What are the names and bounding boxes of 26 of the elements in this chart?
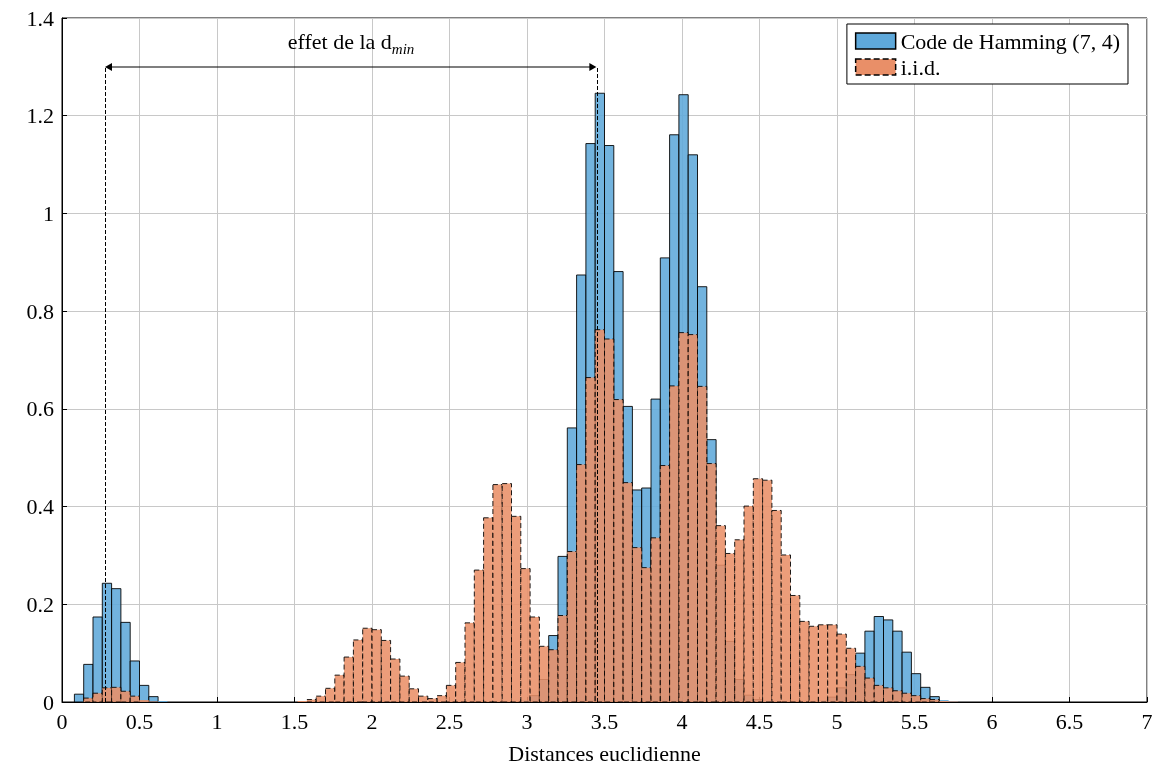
x-tick-label: 2.5 <box>435 708 464 734</box>
legend-label: i.i.d. <box>900 54 941 80</box>
annotation: effet de la d$_{min}$ <box>287 29 415 59</box>
y-tick-label: 0 <box>43 689 54 715</box>
x-tick-label: 5.5 <box>900 708 929 734</box>
y-tick-label: 0.6 <box>26 396 54 422</box>
x-tick-label: 1 <box>211 708 223 734</box>
legend-label: Code de Hamming (7, 4) <box>900 28 1121 54</box>
x-tick-label: 4 <box>676 708 688 734</box>
x-tick-label: 4.5 <box>745 708 774 734</box>
y-tick-label: 1.4 <box>26 5 54 31</box>
y-tick-label: 0.8 <box>26 298 54 324</box>
y-tick-label: 1.2 <box>26 103 54 129</box>
x-tick-label: 7 <box>1141 708 1153 734</box>
x-tick-label: 3 <box>521 708 533 734</box>
x-tick-label: 2 <box>366 708 378 734</box>
y-tick-label: 0.2 <box>26 591 54 617</box>
x-axis-title: Distances euclidienne <box>508 740 701 766</box>
y-tick-label: 0.4 <box>26 494 54 520</box>
x-tick-label: 6.5 <box>1055 708 1084 734</box>
x-tick-label: 0.5 <box>125 708 154 734</box>
y-tick-label: 1 <box>43 200 54 226</box>
x-tick-label: 5 <box>831 708 843 734</box>
x-tick-label: 3.5 <box>590 708 619 734</box>
x-tick-label: 1.5 <box>280 708 309 734</box>
x-tick-label: 6 <box>986 708 998 734</box>
